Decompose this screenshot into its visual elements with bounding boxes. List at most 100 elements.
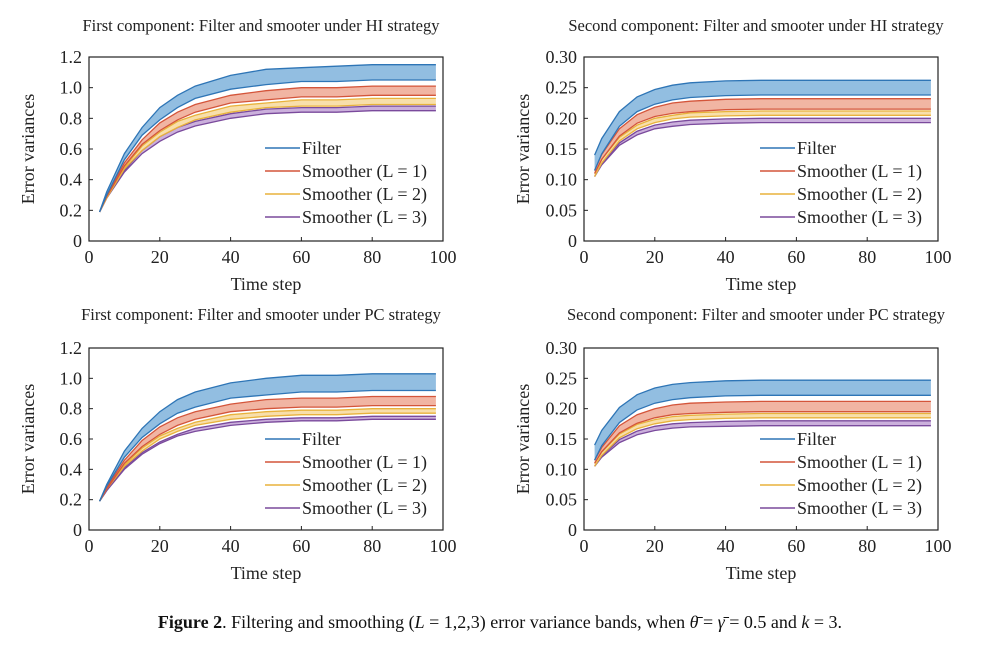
- x-axis-label: Time step: [726, 563, 797, 583]
- chart-panel-4: Second component: Filter and smooter und…: [513, 305, 952, 583]
- band-upper-line-smoother3: [594, 420, 931, 467]
- legend-label-smoother2: Smoother (L = 2): [797, 475, 922, 496]
- y-tick-label: 0.4: [60, 459, 83, 479]
- y-tick-label: 0.25: [546, 78, 578, 98]
- chart-title: Second component: Filter and smooter und…: [567, 305, 946, 324]
- y-tick-label: 0.6: [60, 429, 83, 449]
- y-tick-label: 0.2: [60, 490, 83, 510]
- x-tick-label: 20: [646, 536, 664, 556]
- x-tick-label: 40: [717, 247, 735, 267]
- x-tick-label: 60: [292, 536, 310, 556]
- y-tick-label: 0.15: [546, 139, 578, 159]
- y-tick-label: 0: [73, 231, 82, 251]
- legend-label-smoother2: Smoother (L = 2): [302, 475, 427, 496]
- x-tick-label: 100: [430, 247, 457, 267]
- y-tick-label: 0.20: [546, 399, 578, 419]
- legend-label-smoother1: Smoother (L = 1): [797, 452, 922, 473]
- x-tick-label: 60: [787, 536, 805, 556]
- band-upper-line-smoother1: [99, 85, 436, 213]
- x-tick-label: 60: [787, 247, 805, 267]
- legend: Filter Smoother (L = 1)Smoother (L = 2)Sm…: [265, 138, 427, 228]
- band-upper-line-smoother1: [99, 395, 436, 502]
- y-tick-label: 0.10: [546, 170, 578, 190]
- y-tick-label: 0: [568, 231, 577, 251]
- band-lower-line-filter: [99, 389, 436, 502]
- band-lower-line-smoother3: [594, 425, 931, 467]
- y-tick-label: 0.10: [546, 459, 578, 479]
- band-smoother1: [594, 401, 931, 464]
- chart-title: First component: Filter and smooter unde…: [81, 305, 441, 324]
- legend-label-filter: Filter: [302, 138, 341, 158]
- band-upper-line-filter: [594, 379, 931, 446]
- legend-label-smoother3: Smoother (L = 3): [302, 498, 427, 519]
- band-upper-line-smoother1: [594, 98, 931, 171]
- band-lower-line-filter: [594, 94, 931, 171]
- x-tick-label: 100: [925, 536, 952, 556]
- band-smoother1: [594, 98, 931, 174]
- x-axis-label: Time step: [231, 274, 302, 294]
- y-tick-label: 1.0: [60, 78, 83, 98]
- y-tick-label: 1.2: [60, 47, 83, 67]
- y-tick-label: 0.4: [60, 170, 83, 190]
- legend-label-smoother3: Smoother (L = 3): [797, 207, 922, 228]
- band-lower-line-smoother1: [99, 94, 436, 213]
- y-tick-label: 0.8: [60, 108, 83, 128]
- x-tick-label: 0: [85, 536, 94, 556]
- caption-var-k: k: [801, 612, 810, 632]
- caption-text: =: [698, 612, 718, 632]
- y-tick-label: 0: [568, 520, 577, 540]
- x-tick-label: 80: [363, 247, 381, 267]
- band-lower-line-smoother2: [594, 114, 931, 177]
- y-axis-label: Error variances: [513, 94, 533, 204]
- y-tick-label: 0.6: [60, 139, 83, 159]
- legend-label-smoother1: Smoother (L = 1): [302, 161, 427, 182]
- y-tick-label: 0.20: [546, 108, 578, 128]
- chart-title: Second component: Filter and smooter und…: [568, 16, 944, 35]
- x-tick-label: 80: [363, 536, 381, 556]
- x-tick-label: 60: [292, 247, 310, 267]
- band-upper-line-smoother2: [99, 408, 436, 502]
- band-upper-line-smoother2: [594, 412, 931, 464]
- legend: Filter Smoother (L = 1)Smoother (L = 2)Sm…: [265, 429, 427, 519]
- band-upper-line-smoother2: [594, 110, 931, 174]
- band-lower-line-smoother2: [594, 417, 931, 467]
- x-tick-label: 80: [858, 536, 876, 556]
- x-tick-label: 100: [430, 536, 457, 556]
- y-tick-label: 1.2: [60, 338, 83, 358]
- x-tick-label: 40: [222, 536, 240, 556]
- x-tick-label: 20: [646, 247, 664, 267]
- caption-text: = 3.: [809, 612, 843, 632]
- y-tick-label: 0.30: [546, 338, 578, 358]
- legend-label-filter: Filter: [302, 429, 341, 449]
- y-tick-label: 0.8: [60, 399, 83, 419]
- band-filter: [594, 380, 931, 461]
- y-tick-label: 0.05: [546, 200, 578, 220]
- band-upper-line-smoother1: [594, 400, 931, 461]
- chart-title: First component: Filter and smooter unde…: [83, 16, 441, 35]
- band-upper-line-smoother2: [99, 97, 436, 213]
- band-lower-line-smoother1: [99, 404, 436, 502]
- x-axis-label: Time step: [231, 563, 302, 583]
- band-lower-line-smoother3: [99, 418, 436, 502]
- x-tick-label: 0: [580, 536, 589, 556]
- legend-label-filter: Filter: [797, 138, 836, 158]
- x-tick-label: 40: [717, 536, 735, 556]
- legend-label-smoother1: Smoother (L = 1): [302, 452, 427, 473]
- band-filter: [99, 64, 436, 212]
- y-tick-label: 0.15: [546, 429, 578, 449]
- band-lower-line-smoother1: [594, 108, 931, 174]
- legend-label-smoother3: Smoother (L = 3): [302, 207, 427, 228]
- band-lower-line-smoother3: [99, 110, 436, 213]
- figure-caption: Figure 2. Filtering and smoothing (L = 1…: [0, 612, 1000, 633]
- band-lower-line-smoother2: [99, 412, 436, 502]
- chart-panel-2: Second component: Filter and smooter und…: [513, 16, 952, 294]
- caption-var-theta: θ̄: [689, 612, 699, 632]
- legend-label-smoother2: Smoother (L = 2): [302, 184, 427, 205]
- x-tick-label: 40: [222, 247, 240, 267]
- band-lower-line-filter: [99, 79, 436, 213]
- band-filter: [99, 373, 436, 502]
- caption-text: = 1,2,3) error variance bands, when: [424, 612, 690, 632]
- y-axis-label: Error variances: [18, 384, 38, 494]
- y-tick-label: 0.05: [546, 490, 578, 510]
